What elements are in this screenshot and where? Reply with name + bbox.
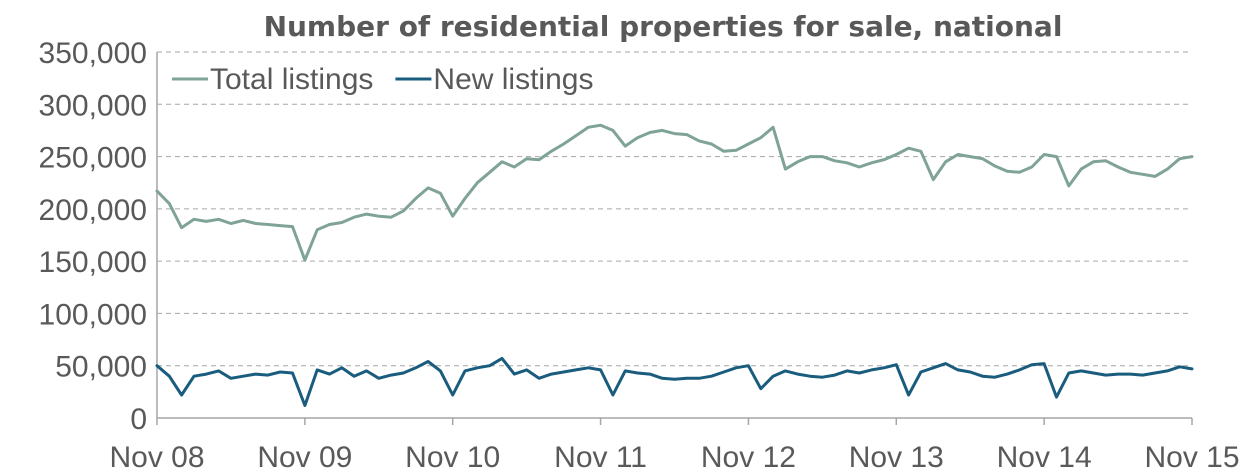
x-tick-label: Nov 15 [1144, 441, 1239, 474]
legend: Total listings New listings [172, 63, 593, 96]
legend-label: New listings [433, 63, 593, 96]
y-tick-label: 50,000 [55, 351, 147, 384]
x-tick-label: Nov 10 [405, 441, 500, 474]
y-tick-label: 300,000 [39, 89, 147, 122]
y-tick-label: 250,000 [39, 142, 147, 175]
series-line-new-listings [155, 356, 1194, 407]
x-tick-label: Nov 08 [109, 441, 204, 474]
y-tick-label: 200,000 [39, 194, 147, 227]
legend-label: Total listings [210, 63, 373, 96]
chart-title: Number of residential properties for sal… [264, 10, 1063, 43]
x-tick-label: Nov 11 [554, 441, 647, 474]
y-tick-label: 150,000 [39, 246, 147, 279]
x-tick-label: Nov 13 [849, 441, 944, 474]
gridlines [157, 51, 1192, 367]
axes: 0 50,000 100,000 150,000 200,000 250,000 300,0… [39, 37, 1240, 474]
y-tick-label: 350,000 [39, 37, 147, 70]
x-tick-label: Nov 09 [257, 441, 352, 474]
series-lines [155, 123, 1194, 407]
y-tick-label: 0 [130, 403, 147, 436]
series-line-total-listings [155, 123, 1194, 262]
x-tick-label: Nov 14 [997, 441, 1092, 474]
x-tick-label: Nov 12 [701, 441, 796, 474]
y-tick-label: 100,000 [39, 298, 147, 331]
